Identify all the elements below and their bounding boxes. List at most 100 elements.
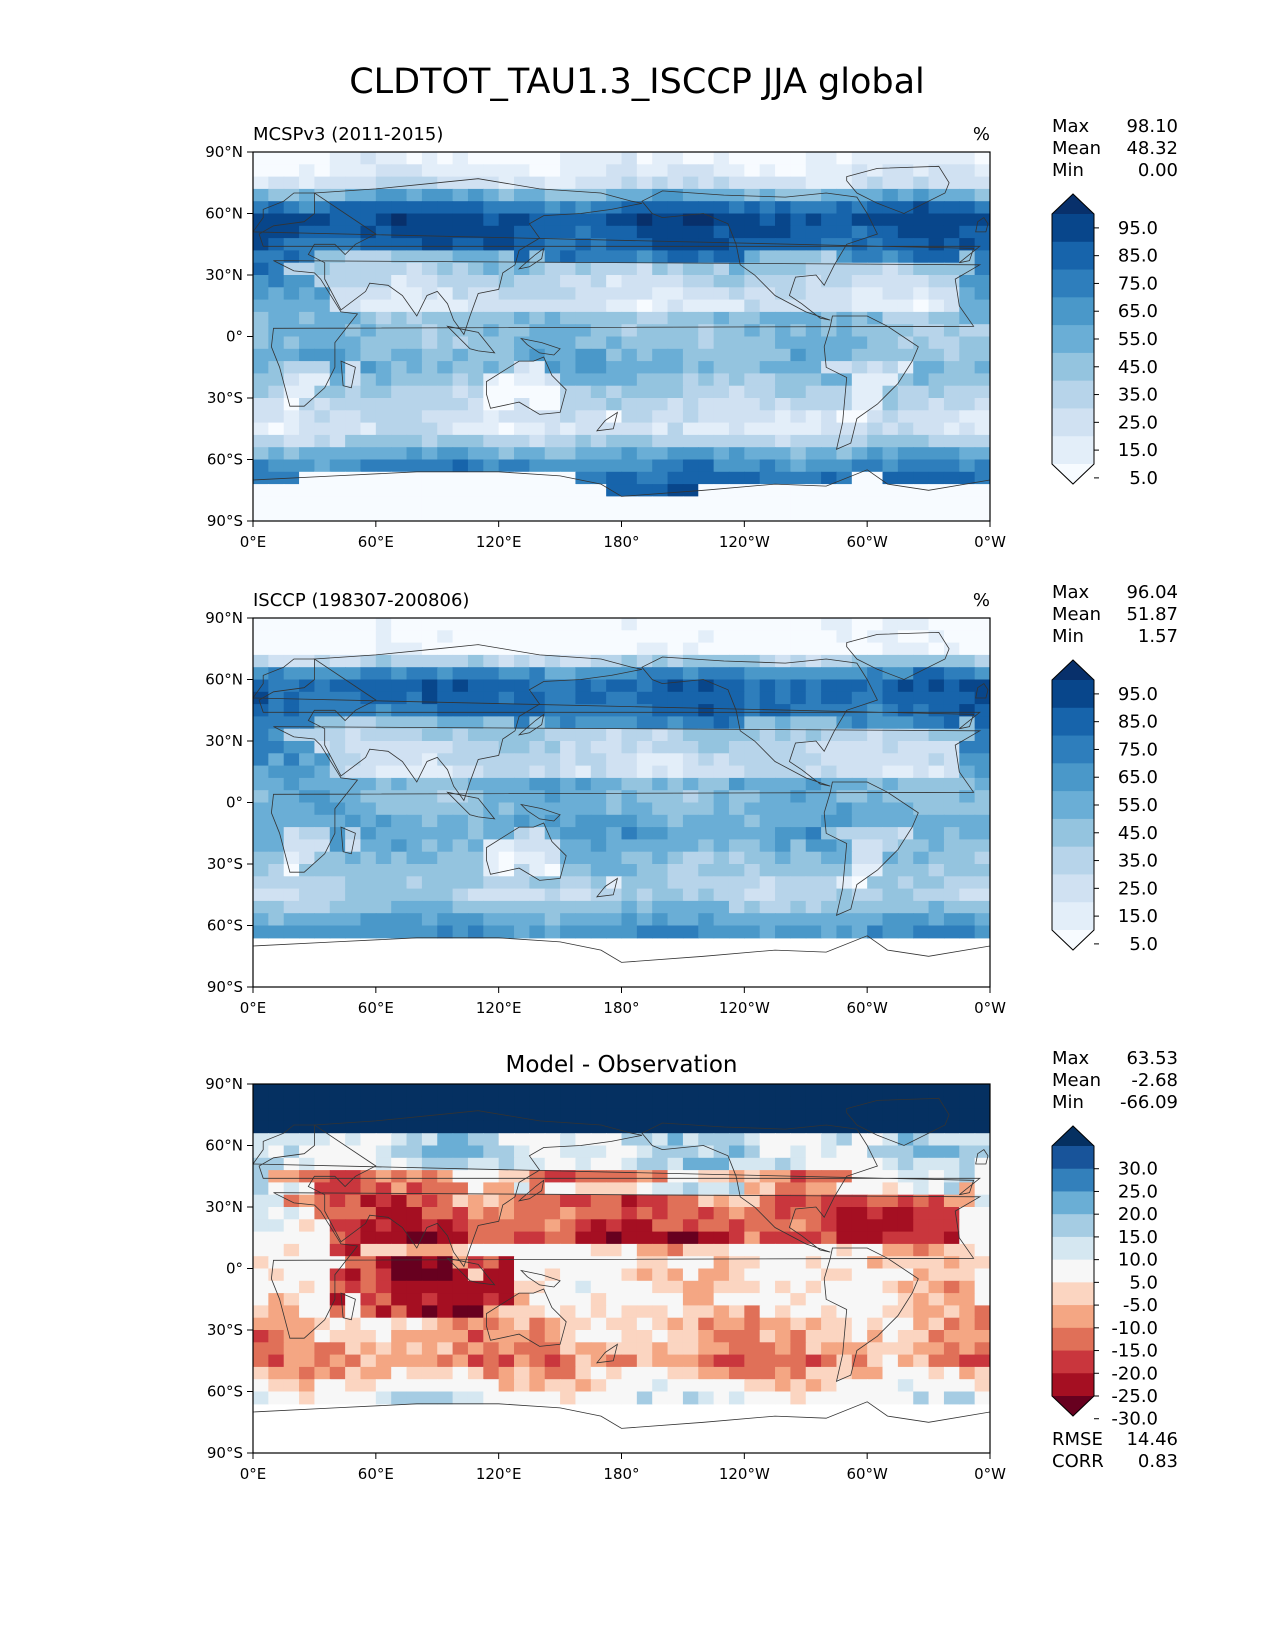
- field-cell: [299, 1231, 316, 1245]
- field-cell: [759, 827, 776, 840]
- field-cell: [283, 900, 300, 914]
- field-cell: [959, 1219, 976, 1233]
- field-cell: [345, 1256, 362, 1270]
- field-cell: [636, 299, 653, 313]
- field-cell: [652, 434, 669, 448]
- field-cell: [652, 691, 669, 705]
- field-cell: [851, 827, 868, 840]
- field-cell: [299, 225, 316, 239]
- field-cell: [467, 1317, 484, 1331]
- field-cell: [775, 876, 791, 890]
- field-cell: [467, 471, 484, 485]
- field-cell: [329, 691, 346, 705]
- field-cell: [667, 176, 684, 190]
- field-cell: [805, 900, 822, 914]
- field-cell: [897, 654, 914, 668]
- field-cell: [759, 299, 776, 313]
- field-cell: [391, 1391, 408, 1405]
- field-cell: [606, 324, 623, 338]
- field-cell: [636, 152, 653, 165]
- field-cell: [713, 336, 730, 350]
- field-cell: [406, 642, 423, 656]
- field-cell: [452, 1157, 469, 1171]
- field-cell: [544, 827, 561, 840]
- field-cell: [590, 827, 607, 840]
- field-cell: [698, 827, 715, 840]
- field-cell: [836, 876, 853, 890]
- field-cell: [636, 459, 653, 473]
- field-cell: [467, 913, 484, 927]
- field-cell: [299, 410, 316, 424]
- field-cell: [253, 876, 269, 890]
- field-cell: [913, 459, 930, 473]
- field-cell: [529, 447, 546, 461]
- field-cell: [560, 1084, 577, 1097]
- field-cell: [698, 238, 715, 251]
- field-cell: [790, 188, 807, 202]
- field-cell: [575, 790, 592, 804]
- field-cell: [713, 876, 730, 890]
- field-cell: [529, 434, 546, 448]
- field-cell: [406, 201, 423, 215]
- field-cell: [253, 1354, 269, 1368]
- field-cell: [437, 642, 454, 656]
- field-cell: [560, 324, 577, 338]
- field-cell: [421, 459, 438, 473]
- field-cell: [698, 1170, 715, 1183]
- field-cell: [299, 839, 316, 853]
- field-cell: [268, 1268, 285, 1282]
- field-cell: [421, 225, 438, 239]
- field-cell: [514, 496, 530, 510]
- field-cell: [621, 299, 638, 313]
- field-cell: [253, 176, 269, 190]
- field-cell: [498, 1280, 515, 1294]
- field-cell: [805, 1108, 822, 1122]
- field-cell: [483, 1084, 500, 1097]
- field-cell: [345, 225, 362, 239]
- field-cell: [329, 1170, 346, 1183]
- field-cell: [621, 814, 638, 828]
- field-cell: [821, 1157, 838, 1171]
- field-cell: [882, 287, 899, 301]
- field-cell: [299, 311, 316, 325]
- field-cell: [360, 188, 377, 202]
- field-cell: [421, 484, 438, 497]
- field-cell: [775, 716, 791, 730]
- field-cell: [560, 311, 577, 325]
- field-cell: [406, 410, 423, 424]
- field-cell: [913, 864, 930, 877]
- field-cell: [667, 422, 684, 436]
- field-cell: [682, 299, 699, 313]
- field-cell: [959, 765, 976, 779]
- field-cell: [974, 654, 990, 668]
- colorbar-tick-label: 95.0: [1118, 218, 1158, 239]
- field-cell: [590, 1330, 607, 1343]
- field-cell: [606, 1231, 623, 1245]
- field-cell: [590, 900, 607, 914]
- field-cell: [959, 176, 976, 190]
- field-cell: [759, 471, 776, 485]
- field-cell: [299, 1108, 316, 1122]
- field-cell: [544, 1305, 561, 1319]
- field-cell: [253, 1293, 269, 1306]
- field-cell: [805, 1120, 822, 1134]
- field-cell: [360, 851, 377, 865]
- coastline: [823, 1247, 919, 1382]
- field-cell: [652, 410, 669, 424]
- field-cell: [928, 704, 945, 717]
- field-cell: [391, 827, 408, 840]
- field-cell: [682, 1231, 699, 1245]
- field-cell: [790, 642, 807, 656]
- field-cell: [437, 691, 454, 705]
- field-cell: [514, 188, 530, 202]
- field-cell: [759, 1280, 776, 1294]
- field-cell: [514, 827, 530, 840]
- panel-2: 0°E 60°E 120°E 180° 120°W 60°W 0°W90°N60°N30°N…: [205, 582, 1178, 1017]
- field-cell: [483, 667, 500, 681]
- field-cell: [560, 630, 577, 644]
- field-cell: [790, 1280, 807, 1294]
- field-cell: [959, 201, 976, 215]
- field-cell: [406, 434, 423, 448]
- field-cell: [682, 459, 699, 473]
- field-cell: [268, 152, 285, 165]
